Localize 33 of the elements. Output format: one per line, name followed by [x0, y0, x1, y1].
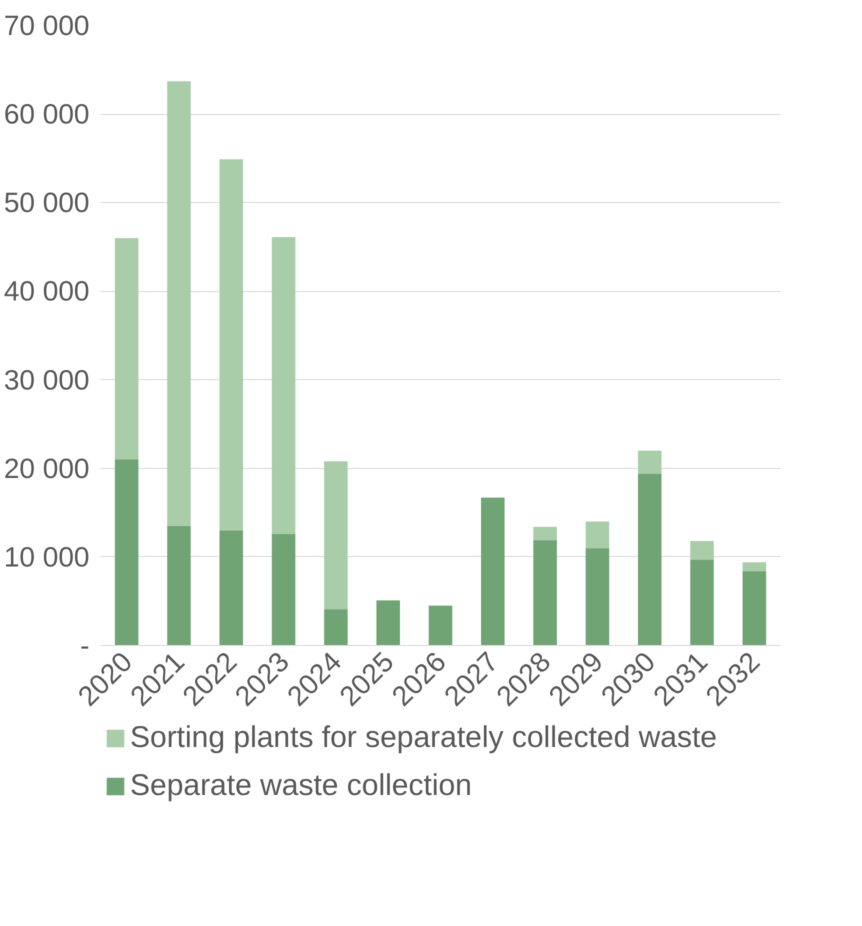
y-tick-label: 60 000	[4, 98, 90, 130]
bar	[272, 237, 296, 534]
bar	[114, 238, 138, 460]
bar	[428, 606, 452, 646]
y-tick-label: 10 000	[4, 541, 90, 572]
bar	[167, 81, 191, 526]
y-tick-label: 40 000	[4, 276, 90, 307]
bar	[586, 548, 610, 646]
legend-label: Sorting plants for separately collected waste	[130, 721, 717, 755]
bar	[324, 609, 348, 646]
y-tick-label: -	[80, 630, 90, 661]
bar	[690, 560, 714, 646]
bar	[220, 159, 244, 530]
bar	[690, 540, 714, 560]
bar	[376, 600, 400, 646]
bar	[586, 522, 610, 548]
y-tick-label: 70 000	[4, 10, 90, 41]
bar	[167, 526, 191, 646]
bar	[533, 526, 557, 540]
y-tick-label: 20 000	[4, 452, 90, 484]
bar	[272, 534, 296, 646]
bar	[114, 460, 138, 646]
bar	[742, 571, 766, 646]
y-tick-label: 30 000	[4, 364, 90, 396]
bar	[533, 540, 557, 646]
y-tick-label: 50 000	[4, 187, 90, 218]
legend-label: Separate waste collection	[130, 769, 472, 803]
bar	[324, 461, 348, 610]
bar	[742, 562, 766, 572]
bar	[220, 530, 244, 646]
bar	[638, 474, 662, 646]
bar	[481, 498, 505, 646]
bar	[638, 450, 662, 474]
